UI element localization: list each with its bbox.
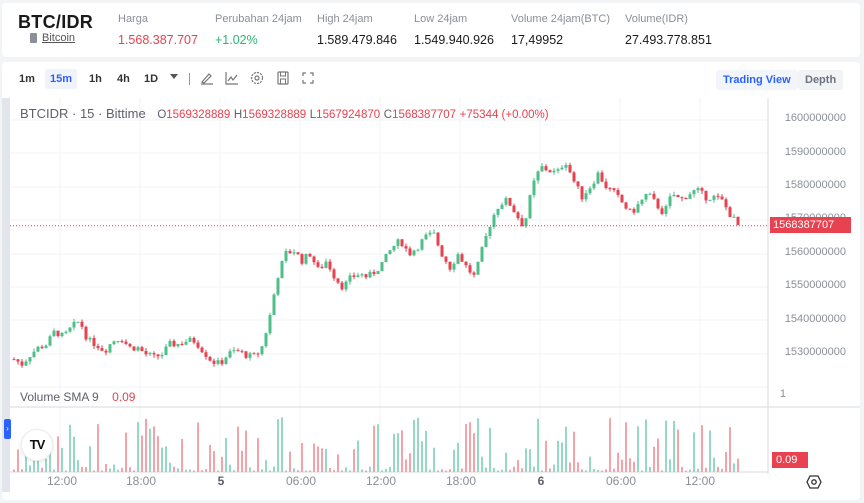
stat-value: 27.493.778.851 [625, 33, 712, 47]
stat-label: Volume 24jam(BTC) [511, 13, 611, 25]
stat-value: 1.549.940.926 [414, 33, 494, 47]
pair-title: BTC/IDR [18, 12, 94, 32]
coin-link[interactable]: Bitcoin [42, 32, 76, 44]
volume-sma-value: 0.09 [112, 390, 136, 404]
candlestick-chart[interactable] [2, 98, 860, 500]
close-value: 1568387707 [392, 109, 457, 121]
price-tick: 1530000000 [784, 346, 846, 358]
chart-settings-icon[interactable] [806, 474, 822, 490]
stat-label: Volume(IDR) [625, 13, 688, 25]
draw-icon[interactable] [199, 70, 215, 86]
symbol-label: BTCIDR · 15 · Bittime [20, 106, 146, 121]
chevron-down-icon[interactable] [170, 74, 178, 79]
time-tick: 6 [537, 474, 545, 488]
low-value: 1567924870 [316, 109, 381, 121]
market-header: BTC/IDR Bitcoin Harga 1.568.387.707 Peru… [2, 3, 860, 57]
stat-value: 1.568.387.707 [118, 33, 198, 47]
high-value: 1569328889 [242, 109, 307, 121]
timeframe-4h[interactable]: 4h [117, 73, 130, 85]
open-label: O [157, 109, 167, 121]
time-tick: 12:00 [684, 474, 716, 488]
timeframe-1d[interactable]: 1D [144, 73, 159, 85]
stat-value: +1.02% [215, 33, 258, 47]
volume-value-tag: 0.09 [772, 452, 808, 468]
change-value: +75344 (+0.00%) [459, 109, 549, 121]
close-label: C [383, 109, 393, 121]
price-tick: 1590000000 [784, 146, 846, 158]
price-tick: 1600000000 [784, 112, 846, 124]
timeframe-15m[interactable]: 15m [45, 69, 78, 89]
save-icon[interactable] [275, 70, 291, 86]
chart-panel: 1m 15m 1h 4h 1D Trading View Depth › BTC… [2, 62, 860, 500]
stat-label: Low 24jam [414, 13, 468, 25]
volume-tick: 1 [779, 388, 786, 400]
timeframe-1m[interactable]: 1m [19, 73, 35, 85]
stat-label: Harga [118, 13, 148, 25]
chart-toolbar: 1m 15m 1h 4h 1D Trading View Depth [2, 62, 860, 98]
high-label: H [233, 109, 243, 121]
time-tick: 18:00 [445, 474, 477, 488]
stat-value: 17,49952 [511, 33, 564, 47]
price-tick: 1540000000 [784, 313, 846, 325]
volume-legend: Volume SMA 9 0.09 [20, 390, 135, 404]
stat-label: High 24jam [317, 13, 373, 25]
timeframe-1h[interactable]: 1h [89, 73, 102, 85]
stat-change: Perubahan 24jam +1.02% [215, 13, 302, 47]
time-tick: 06:00 [605, 474, 637, 488]
time-tick: 5 [217, 474, 225, 488]
stat-price: Harga 1.568.387.707 [118, 13, 198, 47]
stat-low: Low 24jam 1.549.940.926 [414, 13, 494, 47]
settings-icon[interactable] [249, 70, 265, 86]
time-tick: 18:00 [125, 474, 157, 488]
fullscreen-icon[interactable] [300, 70, 316, 86]
stat-high: High 24jam 1.589.479.846 [317, 13, 397, 47]
ohlc-legend: BTCIDR · 15 · Bittime O1569328889 H15693… [20, 106, 549, 121]
price-tick: 1550000000 [784, 279, 846, 291]
indicator-icon[interactable] [224, 70, 240, 86]
current-price-tag: 1568387707 [770, 217, 851, 233]
toolbar-divider [189, 73, 190, 85]
price-tick: 1560000000 [784, 246, 846, 258]
low-label: L [309, 109, 317, 121]
stat-value: 1.589.479.846 [317, 33, 397, 47]
open-value: 1569328889 [166, 109, 231, 121]
time-tick: 06:00 [285, 474, 317, 488]
tradingview-logo[interactable]: TV [21, 429, 53, 461]
stat-volume-idr: Volume(IDR) 27.493.778.851 [625, 13, 712, 47]
price-tick: 1580000000 [784, 179, 846, 191]
left-toolbar-collapsed [2, 98, 10, 492]
pair-block: BTC/IDR [18, 12, 93, 33]
stat-label: Perubahan 24jam [215, 13, 302, 25]
expand-toolbar-button[interactable]: › [4, 419, 11, 439]
stat-volume-btc: Volume 24jam(BTC) 17,49952 [511, 13, 610, 47]
time-tick: 12:00 [365, 474, 397, 488]
volume-sma-label: Volume SMA 9 [20, 390, 99, 404]
time-tick: 12:00 [46, 474, 78, 488]
depth-button[interactable]: Depth [798, 70, 844, 90]
book-icon [30, 33, 37, 43]
trading-view-button[interactable]: Trading View [716, 70, 798, 90]
